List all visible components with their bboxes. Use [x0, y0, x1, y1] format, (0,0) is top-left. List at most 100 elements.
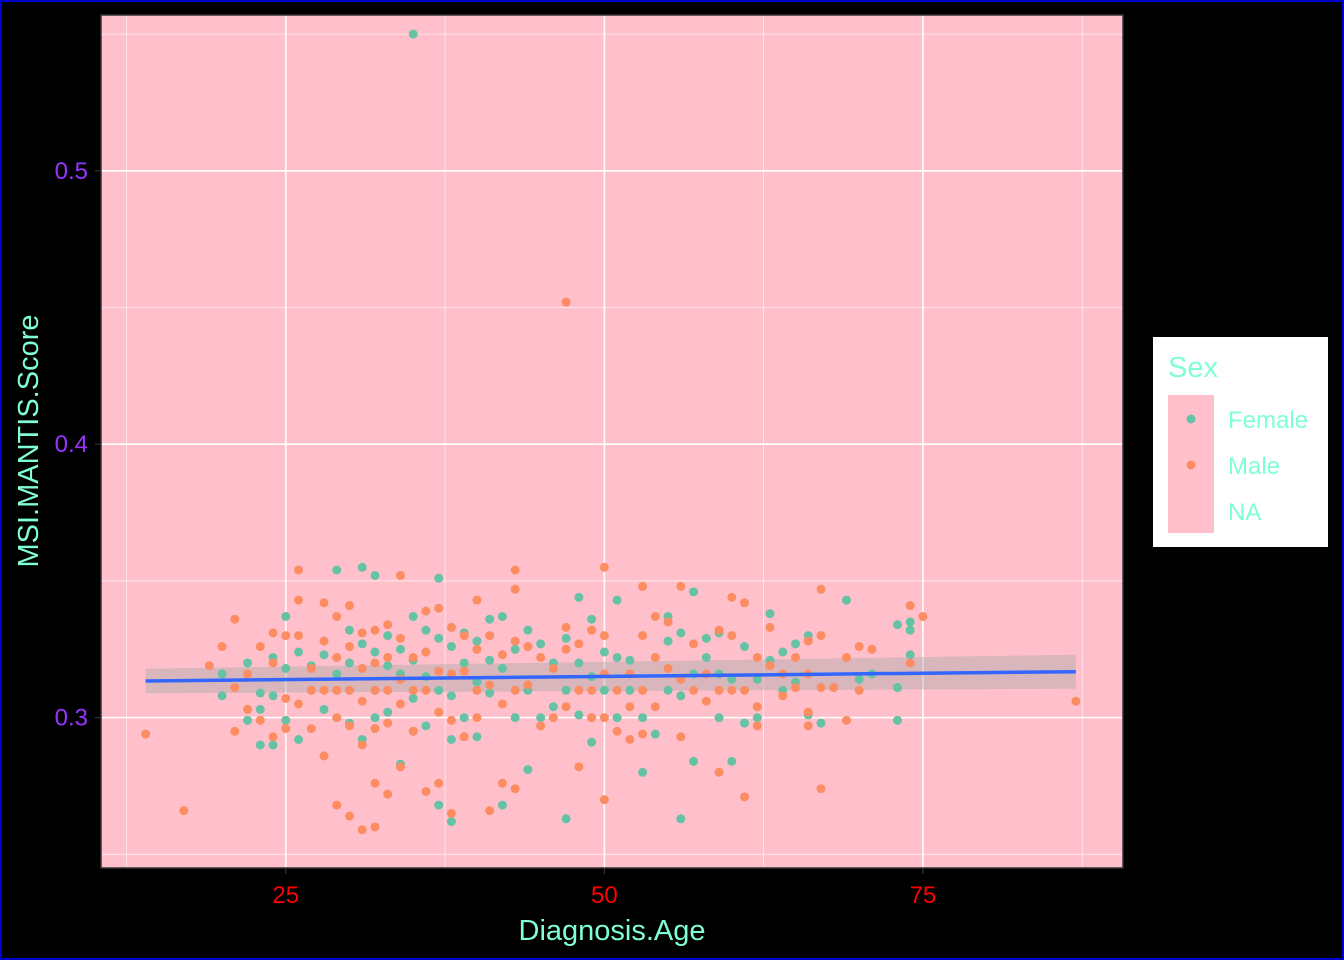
point-female [663, 685, 673, 695]
point-male [395, 570, 405, 580]
point-male [638, 685, 648, 695]
point-male [332, 800, 342, 810]
point-male [485, 806, 495, 816]
point-male [141, 729, 151, 739]
point-male [268, 732, 278, 742]
trend-line [145, 669, 1076, 683]
point-male [306, 724, 316, 734]
y-tick-label: 0.5 [55, 158, 88, 185]
point-female [676, 628, 686, 638]
point-male [370, 778, 380, 788]
point-male [319, 598, 329, 608]
point-male [421, 685, 431, 695]
point-male [485, 680, 495, 690]
plot-panel [101, 15, 1123, 868]
y-axis-title: MSI.MANTIS.Score [13, 315, 45, 568]
point-female [574, 592, 584, 602]
point-male [434, 603, 444, 613]
point-male [497, 650, 507, 660]
point-female [638, 713, 648, 723]
point-male [485, 631, 495, 641]
legend: Sex Female Male NA [1153, 337, 1328, 547]
point-male [714, 767, 724, 777]
point-male [255, 715, 265, 725]
point-female [472, 677, 482, 687]
point-male [587, 625, 597, 635]
point-female [714, 713, 724, 723]
point-female [701, 652, 711, 662]
point-male [344, 721, 354, 731]
point-female [344, 625, 354, 635]
point-male [752, 702, 762, 712]
point-female [268, 691, 278, 701]
point-male [905, 601, 915, 611]
point-male [383, 789, 393, 799]
point-male [294, 631, 304, 641]
point-female [727, 756, 737, 766]
point-male [727, 685, 737, 695]
point-female [905, 650, 915, 660]
point-male [740, 598, 750, 608]
point-female [421, 721, 431, 731]
point-male [765, 622, 775, 632]
point-male [306, 685, 316, 695]
point-female [357, 639, 367, 649]
point-male [243, 669, 253, 679]
confidence-ribbon-layer [145, 654, 1076, 694]
point-male [816, 584, 826, 594]
legend-label-male: Male [1228, 453, 1280, 480]
point-female [510, 644, 520, 654]
point-male [446, 808, 456, 818]
point-male [421, 606, 431, 616]
point-male [599, 795, 609, 805]
point-male [816, 784, 826, 794]
point-male [421, 647, 431, 657]
point-male [370, 822, 380, 832]
point-male [230, 683, 240, 693]
point-female [217, 669, 227, 679]
point-male [204, 661, 214, 671]
point-female [294, 647, 304, 657]
point-male [357, 663, 367, 673]
point-female [370, 647, 380, 657]
point-male [370, 658, 380, 668]
point-male [472, 644, 482, 654]
points-layer [141, 29, 1081, 835]
point-male [599, 631, 609, 641]
point-male [574, 639, 584, 649]
point-female [765, 609, 775, 619]
point-female [854, 674, 864, 684]
point-male [740, 792, 750, 802]
trend-line-layer [145, 669, 1076, 683]
point-male [548, 713, 558, 723]
point-male [778, 691, 788, 701]
point-female [778, 647, 788, 657]
point-male [523, 642, 533, 652]
point-male [638, 581, 648, 591]
point-male [676, 732, 686, 742]
legend-title: Sex [1168, 352, 1218, 384]
y-axis: 0.3 0.4 0.5 [55, 158, 101, 732]
point-male [816, 631, 826, 641]
point-male [383, 652, 393, 662]
point-male [740, 685, 750, 695]
point-male [867, 644, 877, 654]
point-male [383, 620, 393, 630]
point-male [268, 658, 278, 668]
point-male [497, 778, 507, 788]
point-female [536, 639, 546, 649]
legend-key-female [1186, 414, 1196, 424]
point-female [497, 663, 507, 673]
point-male [370, 625, 380, 635]
point-female [523, 625, 533, 635]
point-female [383, 661, 393, 671]
point-male [510, 636, 520, 646]
point-female [434, 685, 444, 695]
point-male [689, 639, 699, 649]
point-male [408, 685, 418, 695]
point-male [459, 732, 469, 742]
point-female [255, 688, 265, 698]
point-female [689, 587, 699, 597]
point-male [791, 652, 801, 662]
